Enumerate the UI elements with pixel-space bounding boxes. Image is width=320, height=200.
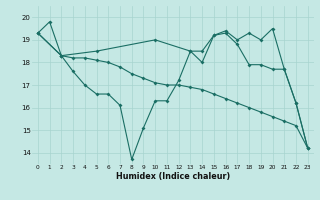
X-axis label: Humidex (Indice chaleur): Humidex (Indice chaleur) — [116, 172, 230, 181]
